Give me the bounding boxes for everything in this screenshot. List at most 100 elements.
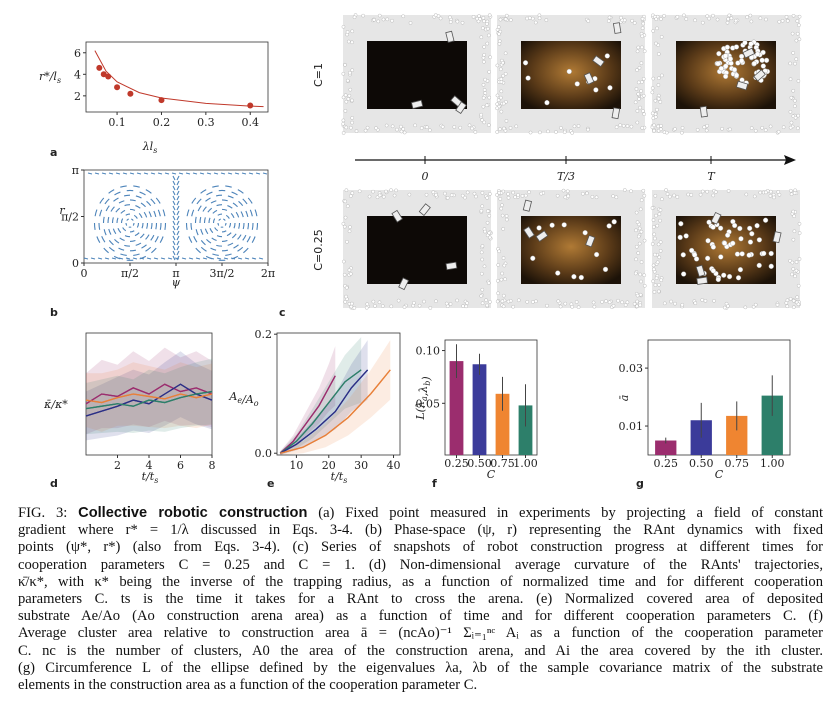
streamline: [243, 247, 249, 254]
streamline: [116, 217, 119, 224]
y-axis-label-sub: e: [237, 396, 242, 405]
border-pellet: [651, 29, 655, 33]
snapshot: [341, 188, 493, 310]
border-pellet: [402, 305, 407, 309]
streamline: [221, 249, 229, 252]
border-pellet: [682, 13, 686, 18]
border-pellet: [715, 17, 720, 22]
x-axis-label: C: [487, 468, 496, 481]
pellet: [678, 221, 684, 227]
y-tick-label: 4: [74, 68, 81, 81]
x-tick-label: 2π: [261, 267, 275, 280]
streamline: [120, 209, 126, 214]
streamline: [111, 257, 117, 260]
border-pellet: [795, 19, 800, 23]
streamline: [96, 236, 101, 243]
border-pellet: [672, 193, 676, 198]
border-pellet: [791, 305, 796, 309]
caption-line: C. nc is the number of clusters, A0 the …: [18, 643, 823, 660]
streamline: [155, 197, 161, 204]
border-pellet: [495, 93, 500, 98]
series-line: [280, 369, 391, 454]
border-pellet: [376, 19, 381, 24]
border-pellet: [657, 289, 661, 294]
robot: [696, 276, 708, 285]
border-pellet: [634, 87, 639, 91]
border-pellet: [372, 18, 376, 22]
border-pellet: [525, 300, 530, 304]
border-pellet: [562, 130, 567, 135]
y-tick-label: 0: [72, 257, 79, 270]
border-pellet: [570, 305, 575, 309]
border-pellet: [482, 88, 487, 92]
border-pellet: [760, 126, 764, 130]
border-pellet: [793, 104, 797, 108]
border-pellet: [743, 305, 748, 310]
streamline: [231, 233, 237, 239]
axes-frame: [444, 339, 538, 456]
streamline: [133, 253, 140, 256]
snapshot: [495, 13, 647, 135]
y-axis-label-part: ): [420, 376, 433, 381]
streamline: [129, 239, 136, 242]
streamline: [213, 172, 219, 175]
border-pellet: [514, 124, 519, 129]
border-pellet: [505, 217, 509, 222]
border-pellet: [639, 61, 644, 65]
border-pellet: [745, 15, 749, 20]
pellet: [683, 233, 689, 239]
border-pellet: [658, 100, 663, 104]
border-pellet: [590, 195, 595, 199]
x-tick-label: 0.3: [197, 116, 215, 129]
streamline: [145, 246, 152, 252]
robot: [398, 277, 410, 291]
border-pellet: [480, 204, 485, 209]
border-pellet: [780, 19, 785, 23]
border-pellet: [641, 109, 645, 113]
x-tick-label: 2: [114, 459, 121, 472]
border-pellet: [634, 228, 638, 233]
border-pellet: [346, 204, 350, 208]
x-tick-label: 0.25: [444, 457, 469, 470]
streamline: [251, 236, 256, 243]
border-pellet: [499, 95, 503, 100]
border-pellet: [499, 109, 504, 114]
border-pellet: [652, 128, 656, 133]
border-pellet: [485, 196, 489, 200]
streamline: [247, 197, 253, 204]
y-axis-label: Ae/Ao: [228, 390, 258, 408]
y-axis-label-part: r: [59, 204, 65, 217]
streamline: [151, 247, 157, 254]
streamline: [211, 237, 217, 242]
border-pellet: [395, 127, 399, 132]
streamline: [113, 197, 119, 202]
bar: [518, 405, 533, 455]
border-pellet: [651, 225, 656, 229]
border-pellet: [559, 126, 563, 130]
border-pellet: [680, 130, 684, 135]
pellet: [677, 234, 683, 240]
border-pellet: [352, 306, 357, 310]
border-pellet: [698, 192, 703, 197]
streamline: [240, 211, 244, 218]
row-label: C=0.25: [312, 229, 325, 270]
border-pellet: [726, 189, 731, 193]
border-pellet: [394, 188, 398, 193]
border-pellet: [556, 299, 561, 303]
caption-line: (g) Circumference L of the ellipse defin…: [18, 660, 823, 677]
caption-line: Average cluster area relative to constru…: [18, 625, 823, 642]
border-pellet: [659, 35, 664, 39]
border-pellet: [342, 224, 347, 229]
streamline: [115, 172, 121, 175]
streamline: [256, 223, 259, 230]
robot: [753, 69, 766, 82]
border-pellet: [434, 193, 438, 197]
border-pellet: [341, 122, 346, 126]
border-pellet: [634, 244, 639, 249]
streamline: [231, 191, 238, 196]
border-pellet: [344, 125, 348, 130]
pellet: [725, 232, 731, 238]
streamline: [178, 172, 184, 175]
border-pellet: [460, 193, 465, 198]
streamline: [104, 198, 110, 205]
